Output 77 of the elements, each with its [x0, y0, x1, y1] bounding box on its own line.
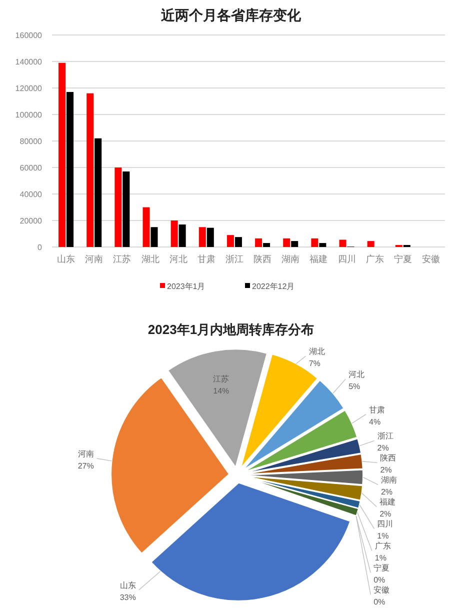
slice-label: 广东 — [374, 542, 391, 551]
x-tick-label: 陕西 — [254, 254, 272, 264]
y-tick-label: 120000 — [15, 84, 43, 93]
slice-label: 江苏 — [213, 374, 230, 384]
bar — [226, 235, 234, 247]
slice-label: 浙江 — [377, 432, 394, 441]
bar — [291, 241, 298, 247]
chart-title: 近两个月各省库存变化 — [160, 7, 302, 23]
legend-label: 2022年12月 — [252, 282, 295, 291]
category-label: 宁夏 — [374, 564, 390, 573]
legend-label: 2023年1月 — [167, 282, 206, 291]
bar — [319, 243, 326, 247]
chart-title: 2023年1月内地周转库存分布 — [148, 322, 314, 337]
y-tick-label: 40000 — [20, 190, 43, 199]
bar — [142, 207, 150, 247]
data-label: 33% — [120, 593, 136, 602]
data-label: 4% — [369, 417, 381, 426]
y-tick-label: 60000 — [20, 164, 43, 172]
category-label: 安徽 — [374, 586, 390, 595]
bar — [206, 228, 214, 247]
y-tick-label: 20000 — [20, 216, 43, 226]
data-label: 2% — [380, 510, 392, 519]
bar — [94, 138, 102, 247]
x-tick-label: 广东 — [366, 254, 384, 264]
bar — [178, 224, 186, 247]
y-tick-label: 0 — [38, 243, 43, 252]
data-label: 1% — [377, 532, 389, 541]
data-label: 1% — [374, 554, 386, 563]
y-tick-label: 140000 — [15, 58, 43, 66]
bar — [263, 243, 270, 247]
slice-label: 湖南 — [380, 476, 397, 485]
x-tick-label: 甘肃 — [197, 254, 216, 264]
bar — [367, 241, 374, 247]
x-tick-label: 福建 — [310, 254, 328, 264]
data-label: 2% — [380, 466, 392, 475]
data-label: 27% — [78, 462, 94, 471]
bar — [198, 227, 206, 247]
x-tick-label: 江苏 — [113, 254, 132, 264]
slice-label: 陕西 — [380, 454, 396, 463]
x-tick-label: 湖南 — [282, 254, 300, 264]
slice-label: 湖北 — [308, 347, 325, 356]
slice-label: 四川 — [377, 520, 394, 529]
text: 0% — [374, 576, 386, 585]
x-tick-label: 山东 — [57, 254, 76, 264]
data-label: 14% — [213, 386, 230, 396]
bar — [339, 240, 346, 247]
bar — [255, 238, 262, 247]
bar — [283, 238, 290, 247]
slice-label: 山东 — [120, 581, 136, 590]
x-tick-label: 宁夏 — [394, 254, 412, 264]
bar — [150, 227, 158, 247]
x-tick-label: 安徽 — [422, 254, 440, 264]
y-tick-label: 160000 — [15, 31, 43, 40]
bar — [86, 93, 94, 247]
bar — [66, 92, 74, 247]
x-tick-label: 湖北 — [141, 254, 160, 264]
data-label: 2% — [377, 444, 389, 453]
slice-label: 河南 — [78, 450, 94, 459]
y-tick-label: 80000 — [20, 137, 43, 146]
slice-label: 河北 — [348, 370, 365, 380]
bar — [58, 62, 66, 247]
bar — [122, 171, 130, 247]
bar — [170, 220, 178, 247]
slice-label: 甘肃 — [369, 405, 386, 414]
x-tick-label: 浙江 — [225, 254, 244, 264]
y-tick-label: 100000 — [15, 110, 43, 120]
data-label: 5% — [348, 382, 360, 392]
bar — [234, 237, 242, 247]
text: 0% — [374, 598, 386, 607]
data-label: 7% — [308, 359, 320, 368]
x-tick-label: 河北 — [169, 254, 188, 264]
bar — [311, 238, 318, 247]
slice-label: 福建 — [380, 498, 396, 507]
x-tick-label: 四川 — [338, 254, 356, 264]
x-tick-label: 河南 — [85, 254, 104, 264]
data-label: 2% — [380, 488, 393, 497]
bar — [114, 168, 122, 247]
